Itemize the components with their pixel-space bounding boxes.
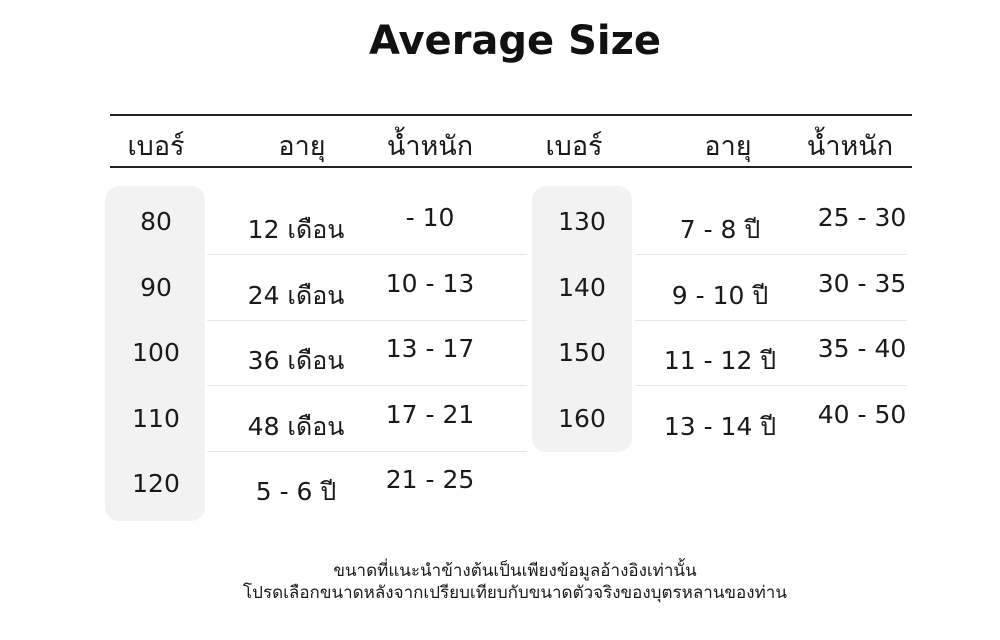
cell-size: 80 [140, 207, 172, 236]
cell-weight: 35 - 40 [817, 334, 907, 363]
header-age: อายุ [704, 131, 752, 162]
header-size: เบอร์ [127, 131, 185, 162]
header-top-rule [110, 114, 912, 116]
disclaimer-line-1: ขนาดที่แนะนำข้างต้นเป็นเพียงข้อมูลอ้างอิ… [333, 561, 697, 581]
cell-size: 160 [558, 403, 606, 433]
header-bottom-rule [110, 166, 912, 168]
page-title: Average Size [368, 18, 662, 64]
cell-weight: 17 - 21 [385, 399, 475, 429]
cell-age: 11 - 12 ปี [663, 346, 777, 375]
cell-age: 13 - 14 ปี [663, 411, 777, 441]
cell-size: 140 [558, 272, 606, 302]
cell-age: 5 - 6 ปี [255, 477, 337, 506]
cell-weight: 10 - 13 [385, 268, 475, 298]
cell-weight: 13 - 17 [385, 334, 475, 363]
row-divider [207, 385, 527, 386]
cell-age: 12 เดือน [247, 215, 345, 244]
header-age: อายุ [278, 131, 326, 162]
row-divider [635, 319, 907, 321]
row-divider [635, 385, 907, 386]
cell-weight: 30 - 35 [817, 268, 907, 298]
cell-age: 36 เดือน [247, 346, 345, 375]
cell-weight: - 10 [405, 203, 455, 232]
cell-weight: 25 - 30 [817, 203, 907, 232]
disclaimer-line-2: โปรดเลือกขนาดหลังจากเปรียบเทียบกับขนาดตั… [243, 583, 787, 603]
cell-weight: 21 - 25 [385, 465, 475, 494]
cell-size: 90 [140, 272, 172, 302]
cell-age: 7 - 8 ปี [679, 215, 761, 244]
header-weight: น้ำหนัก [386, 131, 474, 162]
cell-size: 110 [132, 403, 180, 433]
row-divider [207, 450, 527, 452]
cell-age: 48 เดือน [247, 411, 345, 441]
size-column-background [105, 186, 205, 521]
cell-size: 150 [558, 338, 606, 367]
row-divider [207, 319, 527, 321]
cell-size: 130 [558, 207, 606, 236]
cell-size: 120 [132, 469, 180, 498]
header-size: เบอร์ [545, 131, 603, 162]
cell-age: 9 - 10 ปี [671, 280, 769, 310]
header-weight: น้ำหนัก [806, 131, 894, 162]
cell-age: 24 เดือน [247, 280, 345, 310]
row-divider [207, 254, 527, 255]
cell-weight: 40 - 50 [817, 399, 907, 429]
row-divider [635, 254, 907, 255]
cell-size: 100 [132, 338, 180, 367]
size-column-background [532, 186, 632, 452]
